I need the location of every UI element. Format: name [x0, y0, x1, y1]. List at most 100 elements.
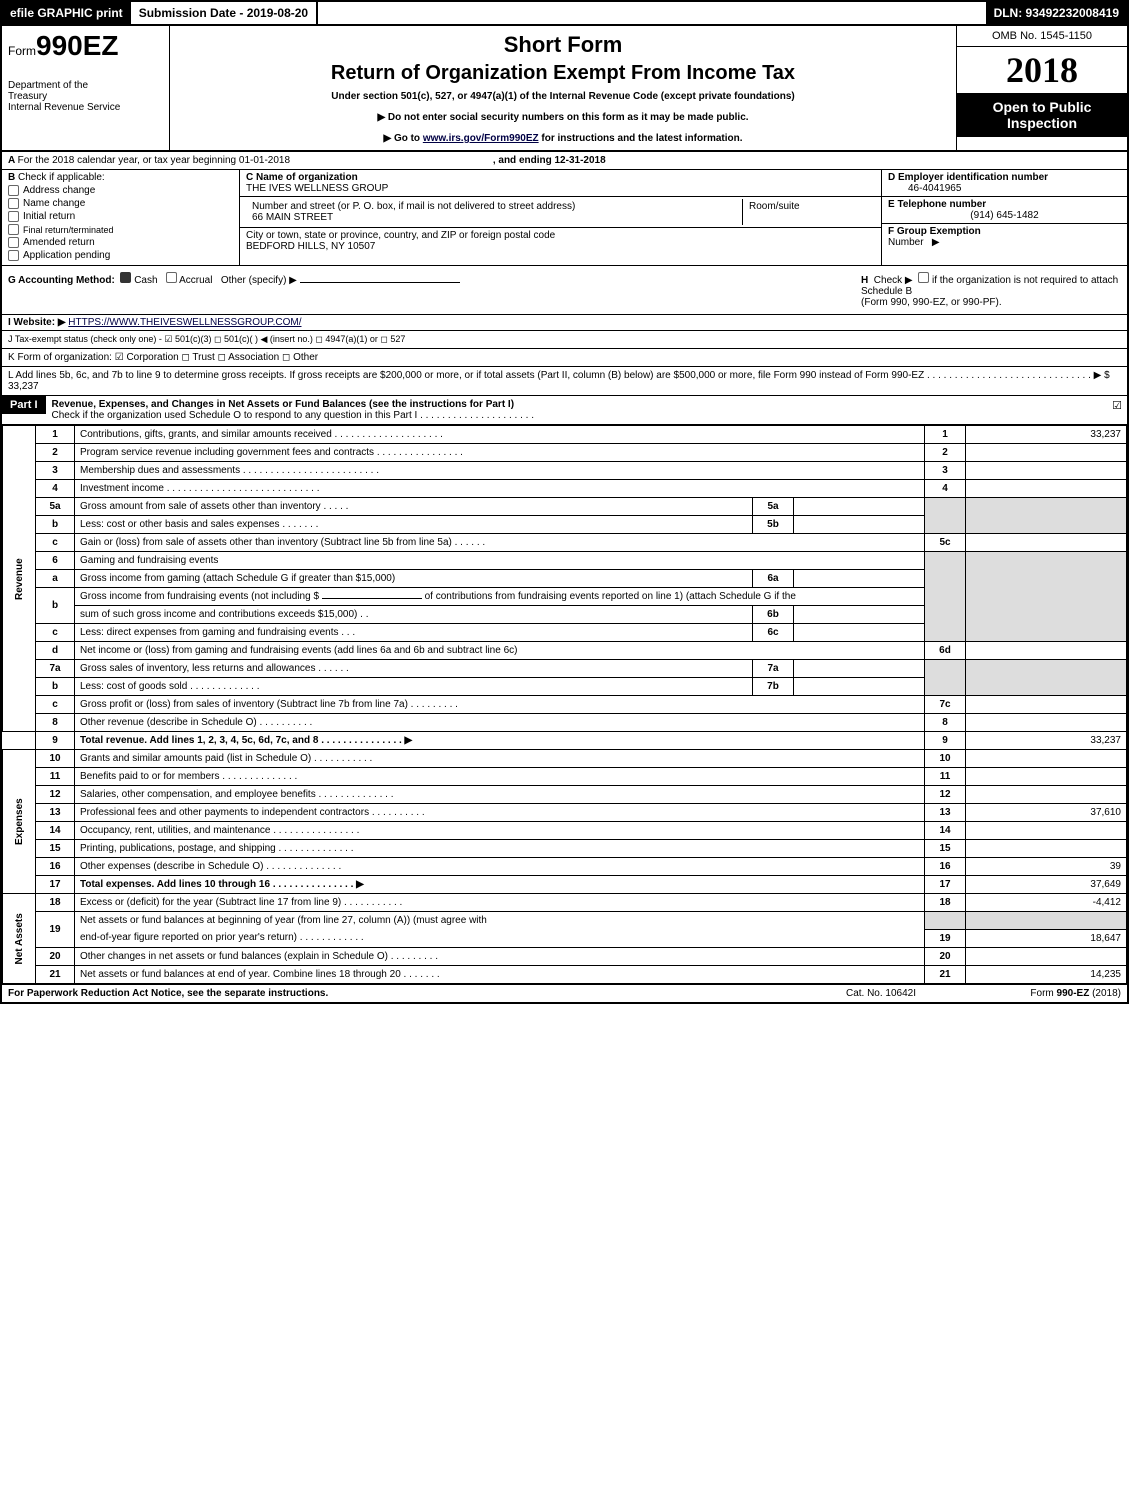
page-footer: For Paperwork Reduction Act Notice, see … — [2, 984, 1127, 1002]
street-address: Number and street (or P. O. box, if mail… — [246, 199, 743, 225]
goto-link[interactable]: www.irs.gov/Form990EZ — [423, 133, 539, 144]
shade-cell — [966, 552, 1127, 642]
revenue-side-label: Revenue — [3, 426, 36, 732]
line-desc: Gaming and fundraising events — [75, 552, 925, 570]
cat-no: Cat. No. 10642I — [801, 988, 961, 999]
h-label: H — [861, 275, 868, 286]
line-num: b — [36, 678, 75, 696]
phone-val: (914) 645-1482 — [888, 210, 1121, 221]
line-amount: 18,647 — [966, 929, 1127, 947]
l-gross-receipts: L Add lines 5b, 6c, and 7b to line 9 to … — [2, 367, 1127, 395]
line-desc: Less: cost of goods sold . . . . . . . .… — [75, 678, 753, 696]
g-accrual: Accrual — [179, 275, 212, 286]
table-row: 4 Investment income . . . . . . . . . . … — [3, 480, 1127, 498]
chk-name-change[interactable]: Name change — [8, 198, 233, 209]
line-amount — [966, 768, 1127, 786]
line-ref: 18 — [925, 894, 966, 912]
line-amount — [966, 750, 1127, 768]
table-row: 15Printing, publications, postage, and s… — [3, 840, 1127, 858]
line-desc: Gross income from gaming (attach Schedul… — [75, 570, 753, 588]
part-i-title: Revenue, Expenses, and Changes in Net As… — [46, 396, 1107, 424]
form-990ez: 990EZ — [36, 30, 119, 61]
open-line2: Inspection — [961, 115, 1123, 131]
ssn-warning: ▶ Do not enter social security numbers o… — [182, 112, 944, 123]
line-ref: 1 — [925, 426, 966, 444]
website-link[interactable]: HTTPS://WWW.THEIVESWELLNESSGROUP.COM/ — [68, 317, 301, 328]
g-accounting: G Accounting Method: Cash Accrual Other … — [8, 272, 861, 308]
netassets-side-label: Net Assets — [3, 894, 36, 984]
chk-final-return[interactable]: Final return/terminated — [8, 224, 233, 235]
line-num: 11 — [36, 768, 75, 786]
line-ref: 21 — [925, 965, 966, 983]
line-amount — [966, 822, 1127, 840]
line-ref: 19 — [925, 929, 966, 947]
ein-row: D Employer identification number 46-4041… — [882, 170, 1127, 197]
line-desc: Less: cost or other basis and sales expe… — [75, 516, 753, 534]
shade-cell — [966, 660, 1127, 696]
chk-initial-return[interactable]: Initial return — [8, 211, 233, 222]
city-label: City or town, state or province, country… — [246, 230, 555, 241]
line-num: 8 — [36, 714, 75, 732]
table-row: Revenue 1 Contributions, gifts, grants, … — [3, 426, 1127, 444]
chk-address-change[interactable]: Address change — [8, 185, 233, 196]
line-amount: 14,235 — [966, 965, 1127, 983]
line-amount: 37,610 — [966, 804, 1127, 822]
line-num: 21 — [36, 965, 75, 983]
line-num: 2 — [36, 444, 75, 462]
dln-label: DLN: 93492232008419 — [986, 2, 1127, 24]
open-to-public: Open to Public Inspection — [957, 93, 1127, 137]
org-name-row: C Name of organization THE IVES WELLNESS… — [240, 170, 881, 197]
line-amount: 39 — [966, 858, 1127, 876]
line-ref: 13 — [925, 804, 966, 822]
sub-val — [794, 498, 925, 516]
addr-label: Number and street (or P. O. box, if mail… — [252, 201, 575, 212]
line-desc: Gross profit or (loss) from sales of inv… — [75, 696, 925, 714]
line-ref: 12 — [925, 786, 966, 804]
table-row: 3 Membership dues and assessments . . . … — [3, 462, 1127, 480]
city-val: BEDFORD HILLS, NY 10507 — [246, 241, 375, 252]
table-row: 13Professional fees and other payments t… — [3, 804, 1127, 822]
sub-ref: 7a — [753, 660, 794, 678]
line-desc: Gross sales of inventory, less returns a… — [75, 660, 753, 678]
line-desc: Net assets or fund balances at end of ye… — [75, 965, 925, 983]
form-header: Form990EZ Department of the Treasury Int… — [2, 26, 1127, 152]
line-amount: 33,237 — [966, 732, 1127, 750]
dept-line2: Treasury — [8, 91, 163, 102]
part-i-checkbox[interactable]: ☑ — [1107, 396, 1127, 412]
line-ref: 5c — [925, 534, 966, 552]
line-num: 19 — [36, 912, 75, 948]
chk-application-pending[interactable]: Application pending — [8, 250, 233, 261]
line-desc: Gain or (loss) from sale of assets other… — [75, 534, 925, 552]
sub-val — [794, 516, 925, 534]
line-num: 15 — [36, 840, 75, 858]
line-desc: Gross income from fundraising events (no… — [75, 588, 925, 606]
ein-val: 46-4041965 — [908, 183, 961, 194]
line-amount — [966, 840, 1127, 858]
line-num: b — [36, 516, 75, 534]
line-desc: end-of-year figure reported on prior yea… — [75, 929, 925, 947]
line-desc: Investment income . . . . . . . . . . . … — [75, 480, 925, 498]
chk-amended-return[interactable]: Amended return — [8, 237, 233, 248]
f-label2: Number — [888, 237, 924, 248]
checkbox-icon — [8, 237, 19, 248]
shade-cell — [966, 498, 1127, 534]
form-container: efile GRAPHIC print Submission Date - 20… — [0, 0, 1129, 1004]
tax-year: 2018 — [957, 47, 1127, 93]
addr-row: Number and street (or P. O. box, if mail… — [240, 197, 881, 228]
table-row: c Gain or (loss) from sale of assets oth… — [3, 534, 1127, 552]
line-desc: Excess or (deficit) for the year (Subtra… — [75, 894, 925, 912]
g-other: Other (specify) ▶ — [221, 275, 297, 286]
return-title: Return of Organization Exempt From Incom… — [182, 62, 944, 85]
line-amount: 37,649 — [966, 876, 1127, 894]
line-num: 12 — [36, 786, 75, 804]
dept-line1: Department of the — [8, 80, 163, 91]
checkbox-icon — [8, 250, 19, 261]
omb-number: OMB No. 1545-1150 — [957, 26, 1127, 47]
sub-ref: 7b — [753, 678, 794, 696]
line-ref: 16 — [925, 858, 966, 876]
checkbox-icon[interactable] — [918, 272, 929, 283]
room-suite: Room/suite — [743, 199, 875, 225]
shade-cell — [966, 912, 1127, 930]
k-form-org: K Form of organization: ☑ Corporation ◻ … — [2, 349, 1127, 367]
header-right: OMB No. 1545-1150 2018 Open to Public In… — [956, 26, 1127, 150]
